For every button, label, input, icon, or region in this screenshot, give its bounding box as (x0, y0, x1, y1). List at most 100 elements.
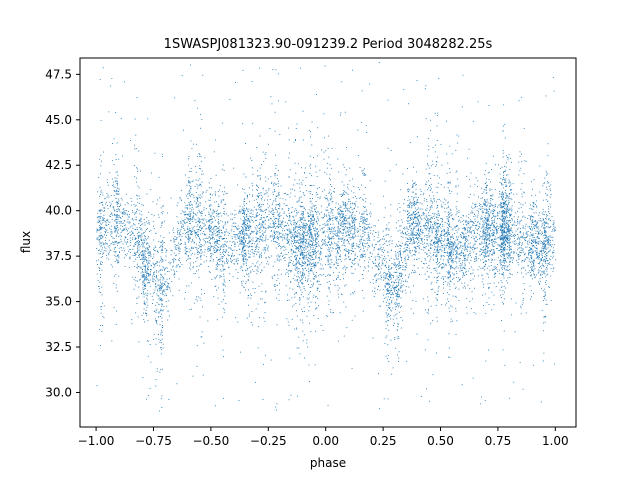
data-point (147, 278, 149, 280)
data-point (212, 237, 214, 239)
data-point (414, 183, 416, 184)
data-point (418, 236, 420, 238)
data-point (484, 209, 486, 211)
data-point (445, 304, 446, 306)
data-point (483, 265, 485, 267)
data-point (436, 250, 438, 252)
data-point (337, 274, 339, 276)
data-point (124, 254, 126, 255)
data-point (455, 286, 457, 288)
data-point (257, 195, 259, 197)
data-point (504, 240, 506, 242)
data-point (438, 230, 440, 232)
data-point (399, 296, 400, 298)
data-point (304, 220, 306, 221)
data-point (334, 285, 336, 287)
data-point (195, 233, 197, 235)
data-point (289, 219, 291, 221)
data-point (161, 338, 163, 340)
data-point (350, 206, 352, 208)
data-point (443, 240, 445, 242)
data-point (363, 297, 365, 299)
data-point (293, 223, 295, 225)
data-point (100, 119, 102, 121)
data-point (278, 226, 280, 228)
data-point (219, 276, 221, 278)
data-point (499, 211, 501, 212)
data-point (453, 218, 455, 220)
data-point (142, 257, 144, 259)
data-point (314, 251, 316, 253)
data-point (192, 180, 194, 182)
data-point (453, 283, 455, 285)
data-point (331, 250, 333, 252)
data-point (485, 312, 487, 314)
data-point (330, 212, 332, 214)
data-point (414, 184, 416, 186)
data-point (318, 240, 319, 242)
data-point (536, 257, 538, 258)
data-point (445, 233, 447, 235)
data-point (545, 237, 547, 238)
data-point (329, 259, 331, 261)
data-point (362, 173, 364, 175)
data-point (243, 262, 245, 264)
data-point (248, 234, 250, 236)
data-point (506, 186, 508, 187)
data-point (509, 239, 511, 240)
data-point (429, 209, 430, 211)
data-point (267, 178, 269, 180)
data-point (216, 249, 218, 251)
data-point (397, 336, 399, 337)
data-point (367, 224, 369, 226)
data-point (485, 235, 486, 237)
data-point (313, 252, 315, 254)
data-point (436, 164, 437, 166)
data-point (416, 246, 418, 247)
data-point (441, 250, 443, 252)
data-point (240, 211, 242, 212)
data-point (275, 165, 277, 166)
data-point (449, 275, 451, 276)
data-point (310, 291, 311, 292)
data-point (146, 275, 147, 277)
data-point (495, 164, 496, 166)
data-point (398, 288, 399, 290)
data-point (533, 266, 535, 268)
data-point (386, 313, 388, 315)
data-point (448, 181, 450, 183)
data-point (286, 228, 288, 230)
data-point (303, 234, 304, 236)
data-point (385, 276, 387, 278)
data-point (503, 203, 505, 204)
data-point (343, 220, 345, 221)
data-point (444, 276, 446, 277)
data-point (519, 239, 521, 241)
data-point (530, 242, 532, 244)
data-point (524, 160, 526, 162)
data-point (409, 217, 411, 218)
data-point (497, 206, 499, 208)
data-point (484, 261, 486, 262)
data-point (341, 212, 343, 214)
data-point (436, 258, 438, 260)
data-point (555, 230, 557, 231)
data-point (390, 294, 392, 296)
data-point (156, 323, 158, 325)
data-point (302, 246, 303, 248)
data-point (278, 260, 280, 262)
data-point (102, 247, 103, 249)
data-point (426, 266, 428, 268)
data-point (484, 229, 486, 231)
data-point (505, 244, 507, 246)
data-point (367, 239, 369, 241)
data-point (155, 385, 157, 387)
data-point (157, 278, 159, 280)
data-point (522, 225, 524, 227)
data-point (342, 232, 344, 234)
data-point (265, 244, 267, 246)
data-point (480, 236, 482, 237)
data-point (266, 216, 267, 218)
data-point (328, 202, 330, 204)
data-point (360, 254, 362, 256)
